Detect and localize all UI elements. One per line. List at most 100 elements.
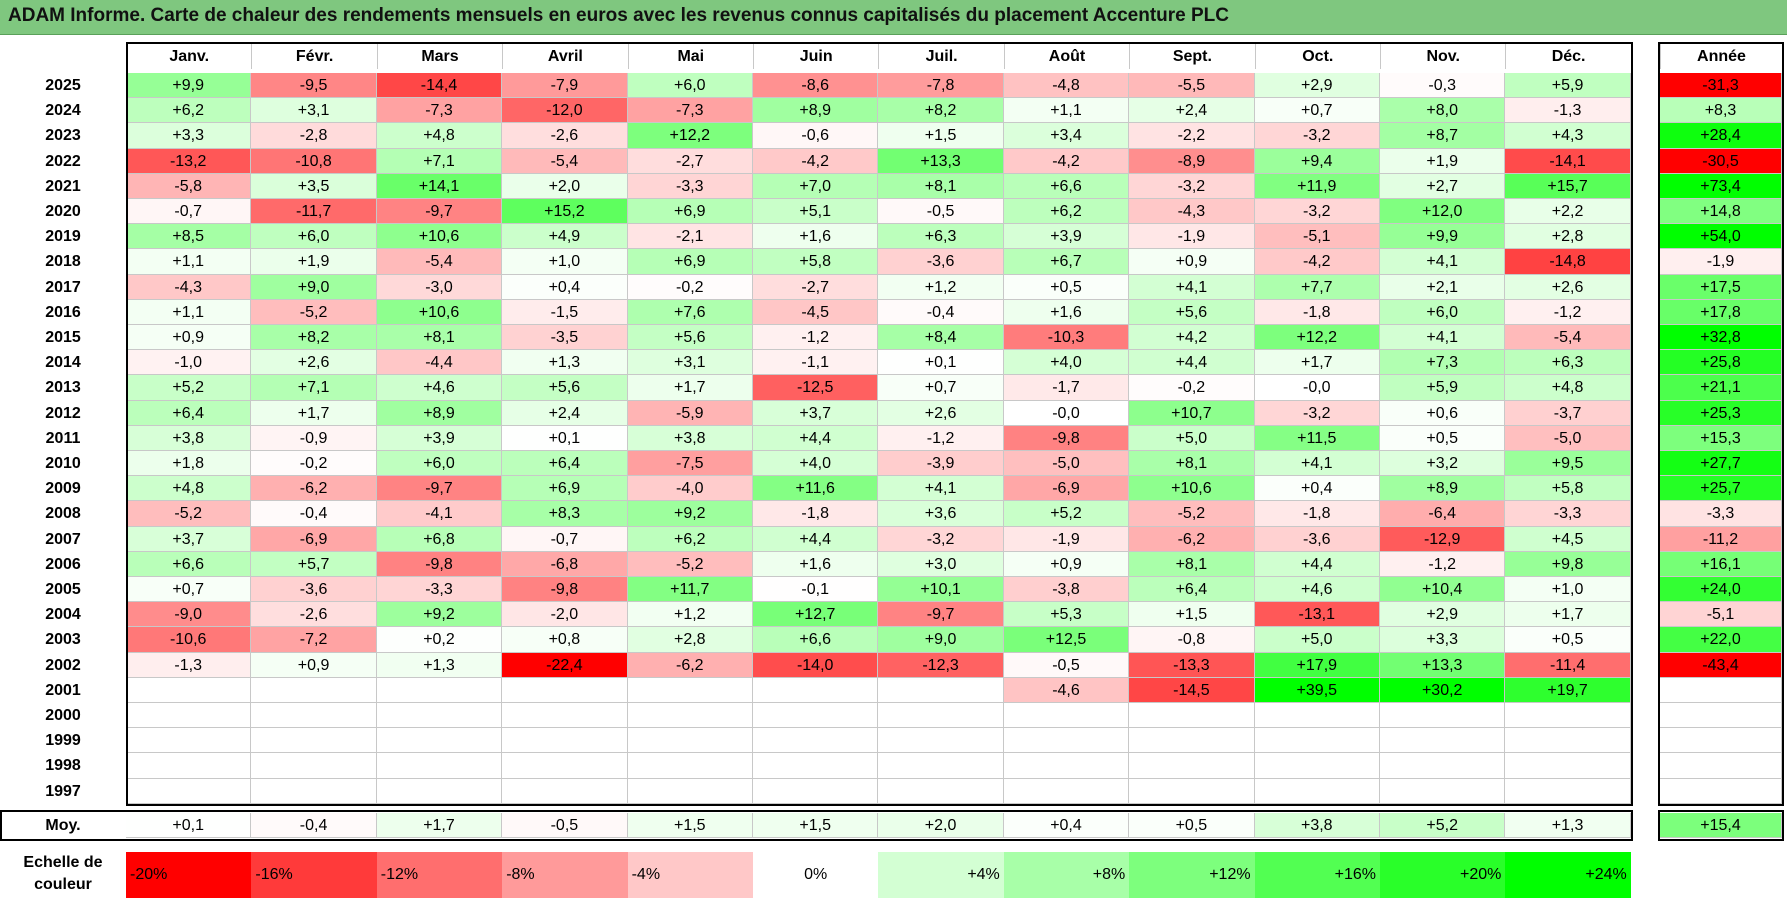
heatmap-cell [126, 703, 252, 729]
heatmap-cell: +0,2 [376, 627, 503, 653]
heatmap-cell [376, 703, 503, 729]
heatmap-cell: -12,9 [1380, 526, 1506, 552]
heatmap-cell: -9,8 [502, 577, 628, 603]
heatmap-cell: +4,0 [753, 451, 879, 477]
heatmap-cell [1129, 703, 1255, 729]
heatmap-cell [1003, 778, 1130, 804]
heatmap-cell: -5,4 [376, 249, 503, 275]
heatmap-cell: -8,6 [753, 73, 879, 99]
heatmap-cell: +2,7 [1380, 173, 1506, 199]
heatmap-cell: +9,0 [878, 627, 1004, 653]
heatmap-cell [1254, 703, 1380, 729]
heatmap-cell: -11,4 [1505, 652, 1631, 678]
heatmap-cell: +9,9 [1380, 224, 1506, 250]
heatmap-cell [502, 703, 628, 729]
heatmap-cell [627, 677, 753, 703]
heatmap-cell: -5,1 [1254, 224, 1380, 250]
heatmap-cell: -4,3 [1129, 199, 1255, 225]
annual-cell [1660, 778, 1782, 804]
heatmap-cell: +8,2 [251, 325, 377, 351]
annual-cell: +15,3 [1660, 425, 1782, 451]
heatmap-cell [753, 753, 879, 779]
heatmap-cell: +0,9 [1129, 249, 1255, 275]
heatmap-cell: +12,0 [1380, 199, 1506, 225]
heatmap-cell: -14,8 [1505, 249, 1631, 275]
heatmap-cell: +19,7 [1505, 677, 1631, 703]
heatmap-cell: +0,7 [1254, 98, 1380, 124]
report-title: ADAM Informe. Carte de chaleur des rende… [8, 5, 1229, 26]
heatmap-cell: +3,1 [627, 350, 753, 376]
annual-cell: -5,1 [1660, 602, 1782, 628]
annual-cell: +17,5 [1660, 274, 1782, 300]
heatmap-cell [1505, 753, 1631, 779]
heatmap-cell [753, 703, 879, 729]
heatmap-cell: -3,2 [1254, 123, 1380, 149]
heatmap-cell: +10,4 [1380, 577, 1506, 603]
average-cell: -0,5 [502, 813, 628, 838]
color-scale-swatch: -16% [251, 852, 377, 898]
heatmap-cell: -1,3 [1505, 98, 1631, 124]
heatmap-cell [1254, 778, 1380, 804]
heatmap-cell: -10,8 [251, 148, 377, 174]
heatmap-cell: -6,2 [627, 652, 753, 678]
heatmap-cell [1505, 703, 1631, 729]
month-header: Sept. [1129, 44, 1254, 69]
heatmap-cell: +1,8 [126, 451, 252, 477]
heatmap-cell [878, 753, 1004, 779]
heatmap-cell: -3,5 [502, 325, 628, 351]
heatmap-cell [627, 753, 753, 779]
color-scale-swatch: -8% [502, 852, 628, 898]
heatmap-cell: -3,2 [1254, 199, 1380, 225]
heatmap-cell: +9,9 [126, 73, 252, 99]
color-scale-label: Echelle de couleur [23, 854, 103, 893]
heatmap-cell: +4,8 [376, 123, 503, 149]
heatmap-cell: -9,5 [251, 73, 377, 99]
heatmap-cell: +7,3 [1380, 350, 1506, 376]
heatmap-cell: +1,6 [1003, 299, 1130, 325]
heatmap-cell: -0,7 [126, 199, 252, 225]
heatmap-cell: +6,6 [753, 627, 879, 653]
heatmap-cell: +3,7 [753, 400, 879, 426]
heatmap-cell: +4,1 [1380, 325, 1506, 351]
year-label: 2008 [45, 505, 81, 523]
heatmap-cell: +3,6 [878, 501, 1004, 527]
annual-cell: +25,8 [1660, 350, 1782, 376]
heatmap-cell: -22,4 [502, 652, 628, 678]
heatmap-cell: -6,8 [502, 551, 628, 577]
heatmap-cell [376, 778, 503, 804]
heatmap-cell: -14,0 [753, 652, 879, 678]
heatmap-cell: +4,4 [1129, 350, 1255, 376]
heatmap-cell [627, 703, 753, 729]
heatmap-cell: -0,4 [251, 501, 377, 527]
year-label: 2019 [45, 228, 81, 246]
heatmap-cell: -2,6 [502, 123, 628, 149]
heatmap-cell [627, 728, 753, 754]
heatmap-cell: +3,4 [1003, 123, 1130, 149]
heatmap-cell: -8,9 [1129, 148, 1255, 174]
heatmap-cell: -0,7 [502, 526, 628, 552]
heatmap-cell: -3,9 [878, 451, 1004, 477]
annual-cell: +27,7 [1660, 451, 1782, 477]
heatmap-cell: -2,0 [502, 602, 628, 628]
heatmap-cell [878, 677, 1004, 703]
heatmap-cell: -5,2 [126, 501, 252, 527]
heatmap-cell [502, 728, 628, 754]
heatmap-cell: -0,0 [1003, 400, 1130, 426]
month-header: Nov. [1380, 44, 1505, 69]
annual-cell [1660, 703, 1782, 729]
month-header: Oct. [1254, 44, 1380, 69]
heatmap-cell [1254, 728, 1380, 754]
heatmap-cell: +2,6 [251, 350, 377, 376]
heatmap-cell [1129, 728, 1255, 754]
heatmap-cell: +0,6 [1380, 400, 1506, 426]
heatmap-cell: +1,2 [627, 602, 753, 628]
heatmap-cell: +2,9 [1254, 73, 1380, 99]
heatmap-cell: -0,0 [1254, 375, 1380, 401]
heatmap-cell: -5,2 [1129, 501, 1255, 527]
heatmap-cell: -4,8 [1003, 73, 1130, 99]
month-header: Mars [376, 44, 502, 69]
heatmap-cell: -3,3 [627, 173, 753, 199]
heatmap-cell: -9,0 [126, 602, 252, 628]
heatmap-cell: -5,2 [251, 299, 377, 325]
heatmap-cell [1380, 703, 1506, 729]
